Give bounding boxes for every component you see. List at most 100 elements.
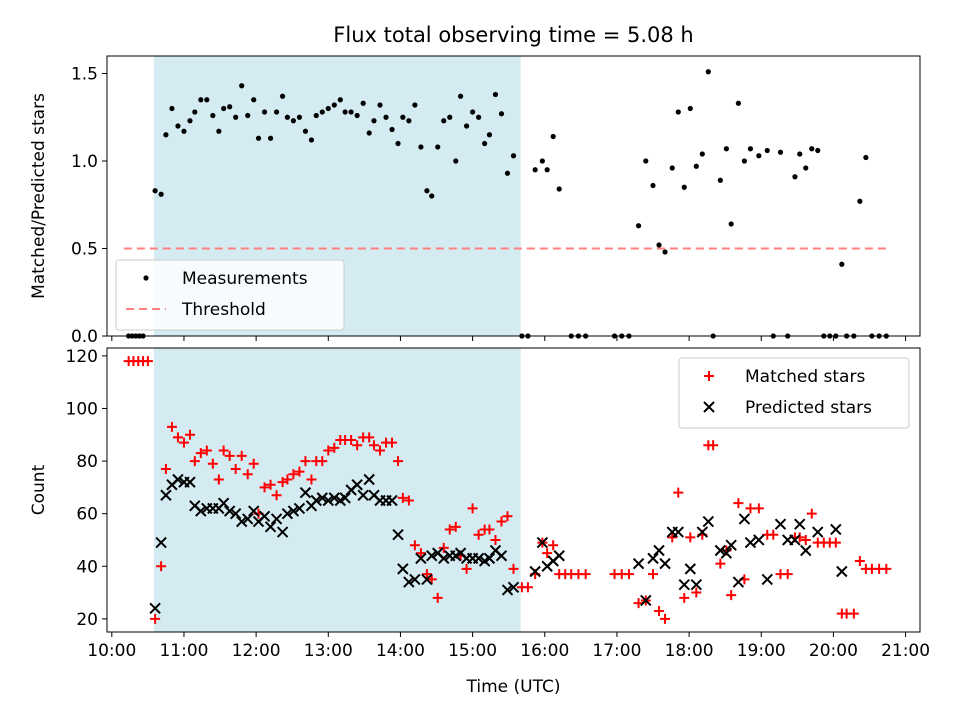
predicted-star-point [753, 534, 765, 546]
x-axis-label: Time (UTC) [466, 677, 561, 697]
legend: Measurements Threshold [115, 259, 345, 331]
predicted-star-point [696, 526, 709, 538]
y-tick-label: 0.5 [71, 240, 98, 260]
predicted-star-point [800, 544, 812, 557]
matched-star-point [508, 563, 519, 574]
matched-star-point [150, 613, 161, 624]
predicted-star-point [761, 573, 773, 586]
x-tick-label: 10:00 [87, 641, 136, 661]
predicted-star-point [287, 505, 300, 517]
legend-marker-plus [704, 371, 714, 381]
matched-star-point [830, 537, 841, 548]
matched-star-point [393, 456, 404, 467]
matched-star-point [654, 605, 665, 616]
axes-frame [106, 55, 921, 337]
y-tick-label: 20 [76, 610, 98, 630]
predicted-star-point [160, 489, 172, 501]
matched-star-point [403, 495, 414, 506]
measurement-point [255, 135, 262, 141]
predicted-star-point [794, 518, 806, 530]
predicted-star-point [172, 473, 184, 486]
measurement-point [556, 186, 562, 192]
y-tick-label: 0.0 [71, 327, 98, 347]
x-tick-label: 20:00 [809, 641, 858, 661]
matched-star-point [461, 563, 472, 574]
measurement-point [809, 146, 815, 152]
x-tick-label: 21:00 [881, 641, 930, 661]
measurement-point [747, 146, 754, 152]
measurement-point [424, 188, 430, 194]
measurement-point [650, 182, 656, 189]
predicted-star-point [328, 492, 341, 504]
measurement-point [699, 151, 705, 157]
predicted-star-point [640, 594, 652, 607]
matched-star-point [648, 569, 659, 580]
matched-star-point [300, 456, 311, 467]
measurement-point [290, 118, 297, 124]
measurement-point [395, 140, 401, 147]
matched-star-point [623, 569, 634, 580]
measurement-point [486, 132, 493, 138]
matched-star-point [329, 442, 340, 453]
measurement-point [532, 167, 538, 173]
measurement-point [635, 223, 642, 229]
measurement-point [331, 102, 337, 108]
matched-star-point [306, 474, 317, 485]
matched-star-point [259, 482, 270, 493]
predicted-star-point [223, 505, 236, 517]
measurement-point [198, 97, 204, 103]
measurement-point [669, 165, 675, 171]
predicted-star-point [647, 552, 659, 565]
measurement-point [221, 105, 227, 112]
measurement-point [539, 158, 545, 164]
measurement-point [245, 112, 251, 119]
measurement-point [284, 114, 290, 120]
predicted-star-point [774, 518, 787, 530]
measurement-point [839, 261, 845, 267]
predicted-star-point [789, 534, 801, 546]
matched-star-point [224, 450, 235, 461]
measurement-point [662, 249, 668, 255]
chart-title: Flux total observing time = 5.08 h [333, 23, 693, 47]
predicted-star-point [403, 576, 415, 588]
predicted-star-point [725, 539, 737, 551]
measurement-point [251, 97, 257, 103]
predicted-star-point [409, 573, 421, 586]
predicted-star-point [357, 489, 369, 501]
matched-star-point [548, 540, 559, 551]
predicted-star-point [714, 544, 727, 557]
measurement-point [187, 118, 193, 124]
matched-star-point [142, 356, 153, 367]
matched-star-point [438, 542, 449, 553]
predicted-star-point [483, 552, 496, 565]
predicted-star-point [830, 523, 842, 536]
matched-star-point [660, 613, 671, 624]
matched-star-point [189, 456, 200, 467]
matched-star-point [201, 445, 212, 456]
measurement-point [418, 144, 424, 150]
matched-star-point [673, 487, 684, 498]
matched-star-point [782, 569, 793, 580]
measurement-point [453, 158, 459, 164]
matched-star-point [184, 429, 195, 440]
predicted-star-point [507, 581, 520, 594]
measurement-point [457, 93, 464, 99]
matched-star-point [745, 503, 756, 514]
matched-star-point [502, 511, 513, 522]
measurement-point [267, 135, 274, 141]
matched-star-point [346, 435, 357, 446]
measurement-point [681, 184, 687, 190]
predicted-star-point [149, 602, 161, 615]
measurement-point [693, 163, 699, 169]
predicted-star-point [155, 536, 167, 549]
matched-star-point [323, 445, 334, 456]
predicted-star-point [310, 494, 322, 507]
measurement-point [239, 83, 245, 89]
measurement-point [550, 133, 556, 140]
x-tick-label: 17:00 [592, 641, 641, 661]
predicted-star-point [235, 515, 248, 528]
matched-star-point [444, 524, 455, 535]
measurement-point [342, 109, 348, 115]
measurement-point [377, 102, 383, 108]
